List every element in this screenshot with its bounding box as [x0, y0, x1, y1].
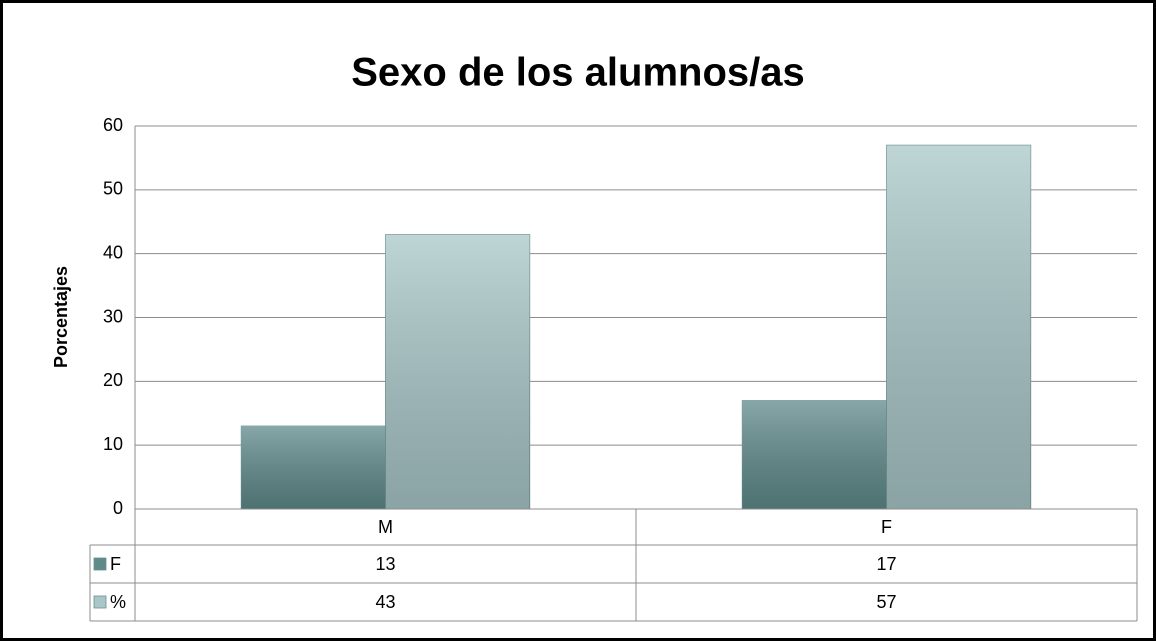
bar [385, 234, 531, 510]
legend-swatch [93, 557, 107, 571]
table-value: 43 [375, 592, 395, 612]
y-axis-label: Porcentajes [51, 266, 71, 368]
bar [741, 400, 887, 510]
y-tick-label: 40 [103, 242, 123, 262]
y-tick-label: 10 [103, 434, 123, 454]
y-tick-label: 30 [103, 306, 123, 326]
x-tick-label: M [378, 517, 393, 537]
y-tick-label: 50 [103, 179, 123, 199]
y-tick-label: 60 [103, 115, 123, 135]
legend-label: F [110, 554, 121, 574]
y-tick-label: 20 [103, 370, 123, 390]
legend-swatch [93, 595, 107, 609]
x-tick-label: F [881, 517, 892, 537]
table-value: 17 [876, 554, 896, 574]
legend-label: % [110, 592, 126, 612]
chart-title: Sexo de los alumnos/as [351, 51, 805, 95]
y-tick-label: 0 [113, 498, 123, 518]
table-value: 13 [375, 554, 395, 574]
bar [240, 425, 386, 510]
table-value: 57 [876, 592, 896, 612]
bar [886, 144, 1032, 510]
